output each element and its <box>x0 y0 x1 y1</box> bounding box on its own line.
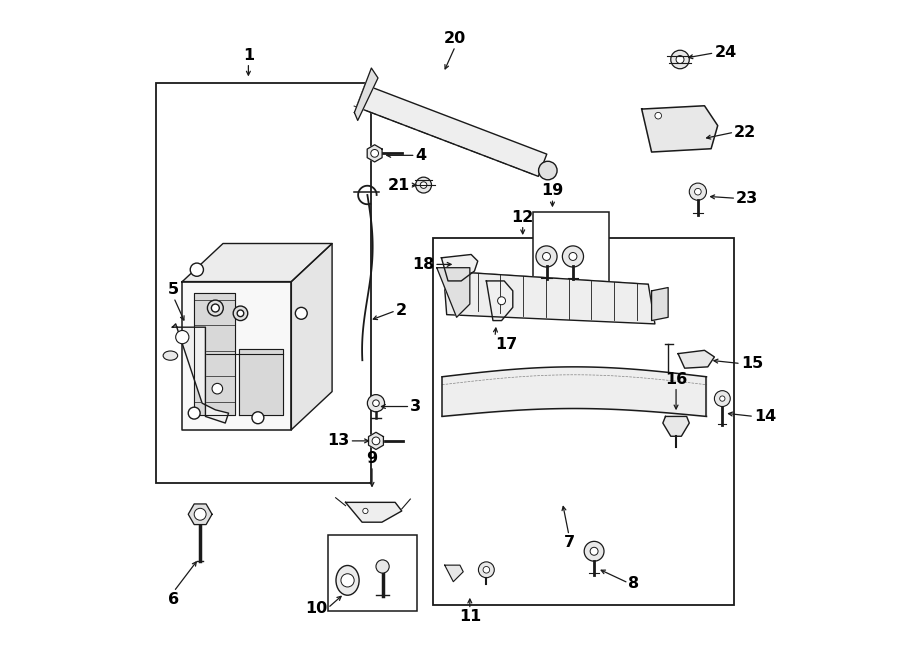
Bar <box>434 238 734 605</box>
Polygon shape <box>292 243 332 430</box>
Polygon shape <box>194 293 235 415</box>
Circle shape <box>238 310 244 317</box>
Circle shape <box>715 391 730 407</box>
Circle shape <box>363 508 368 514</box>
Circle shape <box>341 574 355 587</box>
Circle shape <box>538 161 557 180</box>
Circle shape <box>233 306 248 321</box>
Circle shape <box>569 253 577 260</box>
Text: 19: 19 <box>541 183 563 198</box>
Polygon shape <box>678 350 715 368</box>
Polygon shape <box>356 85 547 176</box>
Circle shape <box>536 246 557 267</box>
Text: 10: 10 <box>305 601 328 615</box>
Circle shape <box>543 253 551 260</box>
Circle shape <box>420 182 427 188</box>
Circle shape <box>689 183 706 200</box>
Polygon shape <box>355 68 378 120</box>
Circle shape <box>479 562 494 578</box>
Text: 16: 16 <box>665 371 688 387</box>
Circle shape <box>367 395 384 412</box>
Circle shape <box>416 177 431 193</box>
Text: 13: 13 <box>328 434 349 448</box>
Circle shape <box>695 188 701 195</box>
Polygon shape <box>367 145 382 162</box>
Polygon shape <box>239 348 283 415</box>
Polygon shape <box>652 288 668 321</box>
Circle shape <box>212 383 222 394</box>
Text: 21: 21 <box>388 178 410 192</box>
Text: 1: 1 <box>243 48 254 63</box>
Polygon shape <box>486 281 513 321</box>
Circle shape <box>176 330 189 344</box>
Polygon shape <box>441 254 478 281</box>
Circle shape <box>212 304 220 312</box>
Circle shape <box>483 566 490 573</box>
Polygon shape <box>445 565 464 582</box>
Circle shape <box>676 56 684 63</box>
Polygon shape <box>436 268 470 317</box>
Text: 14: 14 <box>754 409 777 424</box>
Text: 24: 24 <box>715 46 736 60</box>
Text: 2: 2 <box>396 303 407 318</box>
Text: 23: 23 <box>736 191 759 206</box>
Polygon shape <box>368 432 383 449</box>
Circle shape <box>252 412 264 424</box>
Polygon shape <box>662 416 689 436</box>
Circle shape <box>498 297 506 305</box>
Circle shape <box>194 508 206 520</box>
Circle shape <box>670 50 689 69</box>
Text: 5: 5 <box>168 282 179 297</box>
Circle shape <box>372 437 380 445</box>
Text: 15: 15 <box>741 356 763 371</box>
Bar <box>156 83 371 483</box>
Polygon shape <box>444 271 655 324</box>
Text: 6: 6 <box>168 592 179 607</box>
Circle shape <box>584 541 604 561</box>
Circle shape <box>207 300 223 316</box>
Text: 18: 18 <box>412 257 434 272</box>
Ellipse shape <box>336 566 359 595</box>
Text: 7: 7 <box>563 535 574 551</box>
Polygon shape <box>183 243 332 282</box>
Ellipse shape <box>163 351 177 360</box>
Circle shape <box>376 560 389 573</box>
Text: 4: 4 <box>416 148 427 163</box>
Text: 9: 9 <box>366 451 378 466</box>
Polygon shape <box>188 504 212 525</box>
Circle shape <box>190 263 203 276</box>
Polygon shape <box>642 106 717 152</box>
Circle shape <box>371 149 379 157</box>
Text: 3: 3 <box>410 399 421 414</box>
Text: 11: 11 <box>459 609 481 625</box>
Text: 20: 20 <box>445 31 466 46</box>
Text: 8: 8 <box>628 576 640 590</box>
Circle shape <box>720 396 725 401</box>
Circle shape <box>590 547 598 555</box>
Text: 17: 17 <box>495 337 518 352</box>
Circle shape <box>562 246 583 267</box>
Polygon shape <box>173 324 229 423</box>
Bar <box>533 212 608 301</box>
Polygon shape <box>346 502 401 522</box>
Circle shape <box>295 307 307 319</box>
Text: 12: 12 <box>511 210 534 225</box>
Text: 22: 22 <box>734 125 757 139</box>
Circle shape <box>655 112 661 119</box>
Bar <box>328 535 417 611</box>
Circle shape <box>188 407 200 419</box>
Circle shape <box>373 400 379 407</box>
Polygon shape <box>183 282 292 430</box>
